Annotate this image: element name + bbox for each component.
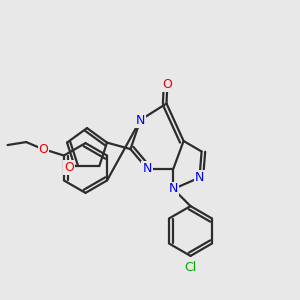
Text: N: N [169,182,178,196]
Text: Cl: Cl [184,261,196,274]
Text: O: O [163,77,172,91]
Text: O: O [39,143,49,156]
Text: N: N [195,171,204,184]
Text: O: O [64,161,74,174]
Text: N: N [136,113,145,127]
Text: N: N [142,162,152,175]
